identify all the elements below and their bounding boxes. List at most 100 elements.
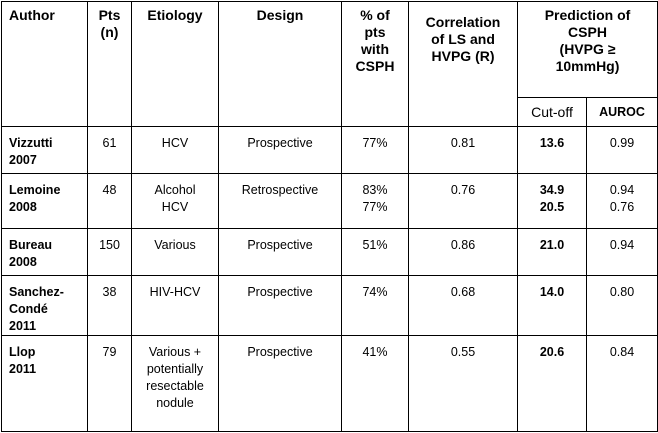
prediction-header-line: 10mmHg) bbox=[555, 58, 620, 74]
author-cell: Lemoine 2008 bbox=[1, 173, 88, 229]
author-line: 2011 bbox=[9, 318, 37, 333]
auroc-cell: 0.94 bbox=[586, 227, 658, 276]
cutoff-line: 20.6 bbox=[539, 344, 565, 359]
etiology-cell: Various bbox=[131, 227, 219, 276]
cutoff-cell: 21.0 bbox=[517, 227, 587, 276]
etiology-line: Alcohol bbox=[154, 183, 196, 198]
etiology-line: resectable bbox=[146, 378, 204, 393]
correlation-header: Correlation of LS and HVPG (R) bbox=[408, 0, 518, 128]
table-row: Bureau 2008 150 Various Prospective 51% … bbox=[1, 227, 658, 276]
correlation-header-line: HVPG (R) bbox=[431, 48, 495, 64]
correlation-cell: 0.68 bbox=[408, 274, 518, 336]
author-cell: Vizzutti 2007 bbox=[1, 126, 88, 175]
design-header: Design bbox=[218, 0, 342, 128]
pct-header-line: with bbox=[361, 41, 389, 57]
pts-cell: 48 bbox=[87, 173, 132, 229]
auroc-line: 0.99 bbox=[609, 136, 635, 151]
correlation-cell: 0.86 bbox=[408, 227, 518, 276]
table-row: Sanchez- Condé 2011 38 HIV-HCV Prospecti… bbox=[1, 274, 658, 336]
pts-cell: 61 bbox=[87, 126, 132, 175]
author-cell: Llop 2011 bbox=[1, 334, 88, 433]
auroc-cell: 0.99 bbox=[586, 126, 658, 175]
author-header: Author bbox=[1, 0, 88, 128]
cutoff-line: 34.9 bbox=[539, 183, 565, 198]
correlation-cell: 0.81 bbox=[408, 126, 518, 175]
etiology-line: HIV-HCV bbox=[149, 284, 201, 299]
pct-cell: 83% 77% bbox=[341, 173, 409, 229]
auroc-cell: 0.94 0.76 bbox=[586, 173, 658, 229]
etiology-line: HCV bbox=[161, 200, 189, 215]
prediction-header: Prediction of CSPH (HVPG ≥ 10mmHg) bbox=[517, 0, 658, 99]
author-line: Condé bbox=[9, 301, 48, 316]
design-cell: Prospective bbox=[218, 274, 342, 336]
cutoff-cell: 34.9 20.5 bbox=[517, 173, 587, 229]
pct-cell: 74% bbox=[341, 274, 409, 336]
etiology-line: Various bbox=[154, 237, 196, 252]
pct-cell: 51% bbox=[341, 227, 409, 276]
pts-header-line: Pts bbox=[98, 7, 121, 23]
etiology-line: nodule bbox=[156, 395, 194, 410]
design-cell: Prospective bbox=[218, 126, 342, 175]
etiology-cell: Various + potentially resectable nodule bbox=[131, 334, 219, 433]
etiology-cell: HCV bbox=[131, 126, 219, 175]
pct-line: 83% bbox=[362, 183, 388, 198]
etiology-cell: HIV-HCV bbox=[131, 274, 219, 336]
cutoff-cell: 14.0 bbox=[517, 274, 587, 336]
cutoff-cell: 13.6 bbox=[517, 126, 587, 175]
auroc-cell: 0.80 bbox=[586, 274, 658, 336]
author-line: 2008 bbox=[9, 200, 37, 215]
auroc-line: 0.84 bbox=[609, 344, 635, 359]
pts-cell: 150 bbox=[87, 227, 132, 276]
prediction-header-line: CSPH bbox=[568, 24, 607, 40]
correlation-header-line: Correlation bbox=[425, 14, 501, 30]
correlation-cell: 0.55 bbox=[408, 334, 518, 433]
author-cell: Bureau 2008 bbox=[1, 227, 88, 276]
etiology-header: Etiology bbox=[131, 0, 219, 128]
header-row: Author Pts (n) Etiology Design % of pts … bbox=[1, 0, 658, 128]
subheader-row: Cut-off AUROC bbox=[2, 97, 658, 128]
design-cell: Prospective bbox=[218, 227, 342, 276]
table-row: Lemoine 2008 48 Alcohol HCV Retrospectiv… bbox=[1, 173, 658, 229]
pct-csph-header: % of pts with CSPH bbox=[341, 0, 409, 128]
pct-line: 51% bbox=[362, 237, 388, 252]
cutoff-line: 21.0 bbox=[539, 237, 565, 252]
author-line: Lemoine bbox=[9, 183, 61, 198]
etiology-cell: Alcohol HCV bbox=[131, 173, 219, 229]
auroc-line: 0.80 bbox=[609, 284, 635, 299]
pct-header-line: pts bbox=[364, 24, 386, 40]
etiology-line: HCV bbox=[161, 136, 189, 151]
author-line: Sanchez- bbox=[9, 284, 64, 299]
prediction-header-line: (HVPG ≥ bbox=[559, 41, 616, 57]
auroc-line: 0.94 bbox=[609, 237, 635, 252]
author-line: Vizzutti bbox=[9, 136, 53, 151]
correlation-header-line: of LS and bbox=[431, 31, 495, 47]
author-cell: Sanchez- Condé 2011 bbox=[1, 274, 88, 336]
pct-line: 77% bbox=[362, 136, 388, 151]
author-line: 2011 bbox=[9, 361, 37, 376]
etiology-line: Various + bbox=[148, 344, 202, 359]
cutoff-header: Cut-off bbox=[517, 97, 587, 128]
prediction-header-line: Prediction of bbox=[544, 7, 631, 23]
design-cell: Retrospective bbox=[218, 173, 342, 229]
author-line: Bureau bbox=[9, 237, 53, 252]
pts-cell: 38 bbox=[87, 274, 132, 336]
pct-header-line: % of bbox=[360, 7, 390, 23]
pct-line: 74% bbox=[362, 284, 388, 299]
author-line: 2008 bbox=[9, 254, 37, 269]
author-line: 2007 bbox=[9, 153, 37, 168]
pct-cell: 41% bbox=[341, 334, 409, 433]
pts-cell: 79 bbox=[87, 334, 132, 433]
table-row: Vizzutti 2007 61 HCV Prospective 77% 0.8… bbox=[1, 126, 658, 175]
auroc-cell: 0.84 bbox=[586, 334, 658, 433]
pts-header-line: (n) bbox=[100, 24, 119, 40]
pct-cell: 77% bbox=[341, 126, 409, 175]
cutoff-line: 14.0 bbox=[539, 284, 565, 299]
cutoff-cell: 20.6 bbox=[517, 334, 587, 433]
etiology-line: potentially bbox=[146, 361, 204, 376]
design-cell: Prospective bbox=[218, 334, 342, 433]
correlation-cell: 0.76 bbox=[408, 173, 518, 229]
auroc-line: 0.76 bbox=[609, 200, 635, 215]
pts-header: Pts (n) bbox=[87, 0, 132, 128]
pct-line: 77% bbox=[362, 200, 388, 215]
